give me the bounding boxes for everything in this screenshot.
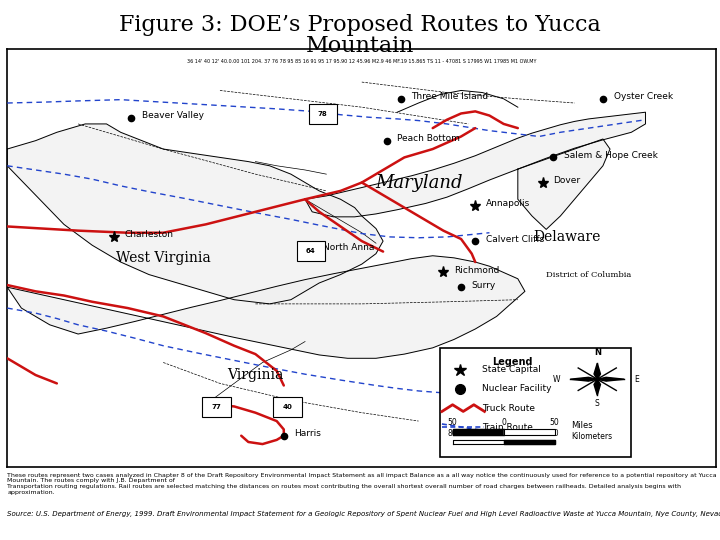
Text: Charleston: Charleston	[125, 231, 174, 239]
Text: 80: 80	[448, 429, 457, 438]
Text: Maryland: Maryland	[375, 173, 462, 192]
Bar	[440, 348, 631, 457]
Text: E: E	[634, 375, 639, 384]
Text: Calvert Cliffs: Calvert Cliffs	[486, 234, 544, 244]
Bar	[202, 397, 230, 417]
Text: Delaware: Delaware	[534, 230, 601, 244]
Polygon shape	[518, 139, 610, 230]
Text: 0: 0	[501, 429, 506, 438]
Text: These routes represent two cases analyzed in Chapter 8 of the Draft Repository E: These routes represent two cases analyze…	[7, 472, 717, 495]
Polygon shape	[453, 429, 503, 435]
Text: North Anna: North Anna	[323, 243, 374, 252]
Text: Dover: Dover	[553, 176, 580, 185]
Text: Three Mile Island: Three Mile Island	[411, 92, 489, 101]
Text: Kilometers: Kilometers	[571, 432, 612, 441]
Polygon shape	[594, 379, 600, 395]
Polygon shape	[503, 440, 554, 444]
Bar	[309, 104, 337, 124]
Text: 36 14' 40 12' 40.0.00 101 204. 37 76 78 95 85 16 91 95 17 95.90 12 45.96 M2.9 46: 36 14' 40 12' 40.0.00 101 204. 37 76 78 …	[187, 59, 536, 64]
Bar	[297, 241, 325, 261]
Text: State Capital: State Capital	[482, 365, 541, 374]
Text: Truck Route: Truck Route	[482, 403, 536, 413]
Text: Figure 3: DOE’s Proposed Routes to Yucca: Figure 3: DOE’s Proposed Routes to Yucca	[119, 14, 601, 36]
Polygon shape	[453, 440, 503, 444]
Text: West Virginia: West Virginia	[116, 251, 210, 265]
Polygon shape	[594, 363, 600, 379]
Text: 77: 77	[212, 404, 221, 410]
Text: Mountain: Mountain	[306, 35, 414, 57]
Text: Train Route: Train Route	[482, 423, 534, 432]
Text: Surry: Surry	[472, 281, 496, 289]
Bar	[273, 397, 302, 417]
Polygon shape	[7, 124, 383, 304]
Text: Beaver Valley: Beaver Valley	[142, 111, 204, 120]
Text: 40: 40	[282, 404, 292, 410]
Text: 64: 64	[306, 248, 315, 254]
Polygon shape	[598, 377, 624, 381]
Text: 80: 80	[550, 429, 559, 438]
Text: District of Columbia: District of Columbia	[546, 271, 631, 279]
Text: Salem & Hope Creek: Salem & Hope Creek	[564, 151, 658, 160]
Text: N: N	[594, 348, 600, 357]
Text: Legend: Legend	[492, 357, 533, 367]
Polygon shape	[570, 377, 598, 381]
Text: Miles: Miles	[571, 421, 593, 430]
Text: S: S	[595, 399, 600, 408]
Text: 50: 50	[448, 418, 457, 427]
Text: 50: 50	[550, 418, 559, 427]
Polygon shape	[305, 112, 646, 217]
Text: 78: 78	[318, 111, 328, 117]
Text: Annapolis: Annapolis	[486, 199, 530, 208]
Polygon shape	[7, 256, 525, 359]
Text: Oyster Creek: Oyster Creek	[613, 92, 672, 101]
Text: 0: 0	[501, 418, 506, 427]
Text: Peach Bottom: Peach Bottom	[397, 134, 460, 143]
Text: W: W	[553, 375, 560, 384]
Text: Source: U.S. Department of Energy, 1999. Draft Environmental Impact Statement fo: Source: U.S. Department of Energy, 1999.…	[7, 510, 720, 517]
Text: Richmond: Richmond	[454, 266, 500, 275]
Text: Harris: Harris	[294, 429, 321, 438]
Text: Nuclear Facility: Nuclear Facility	[482, 384, 552, 393]
Text: Virginia: Virginia	[228, 368, 284, 382]
Polygon shape	[503, 429, 554, 435]
